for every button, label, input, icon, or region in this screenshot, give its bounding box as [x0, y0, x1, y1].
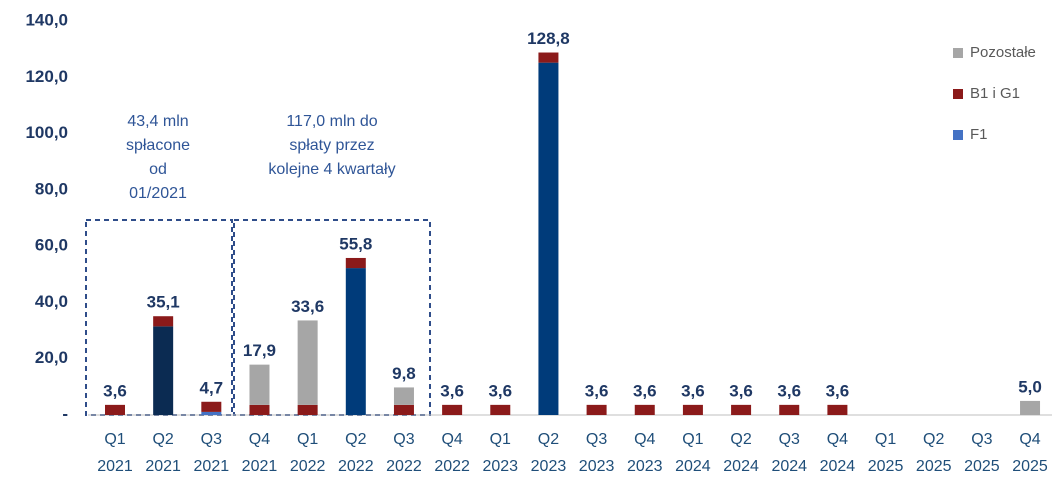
value-label: 33,6 [291, 297, 324, 316]
legend-label: F1 [970, 126, 988, 143]
bar-segment [201, 411, 222, 415]
x-tick-label: Q1 2025 [867, 431, 904, 475]
bar-segment [586, 404, 607, 415]
value-label: 3,6 [440, 381, 464, 400]
y-tick-label: 20,0 [35, 348, 68, 367]
legend-label: B1 i G1 [970, 85, 1020, 102]
y-tick-label: 80,0 [35, 179, 68, 198]
x-tick-label: Q3 2025 [964, 431, 1000, 475]
legend-swatch [953, 89, 963, 99]
y-tick-label: 40,0 [35, 292, 68, 311]
y-tick-label: 100,0 [25, 123, 68, 142]
value-label: 4,7 [199, 378, 223, 397]
x-tick-label: Q4 2025 [1012, 431, 1048, 475]
annotation-text: kolejne 4 kwartały [268, 161, 395, 178]
value-label: 5,0 [1018, 377, 1042, 396]
value-label: 35,1 [147, 293, 180, 312]
x-tick-label: Q3 2021 [193, 431, 230, 475]
value-label: 3,6 [681, 381, 705, 400]
value-label: 17,9 [243, 341, 276, 360]
value-label: 3,6 [729, 381, 753, 400]
y-tick-label: 120,0 [25, 67, 68, 86]
x-tick-label: Q4 2023 [626, 431, 663, 475]
value-label: 55,8 [339, 234, 372, 253]
bar-segment [490, 404, 511, 415]
legend-swatch [953, 48, 963, 58]
bar-segment [249, 364, 270, 405]
bar-segment [345, 257, 366, 269]
value-label: 3,6 [103, 381, 127, 400]
annotation-text: 01/2021 [129, 185, 187, 202]
x-tick-label: Q1 2022 [289, 431, 326, 475]
x-tick-label: Q4 2022 [434, 431, 470, 475]
value-label: 9,8 [392, 364, 416, 383]
bar-segment [779, 404, 800, 415]
x-tick-label: Q3 2024 [771, 431, 808, 475]
x-tick-label: Q3 2022 [386, 431, 422, 475]
x-tick-label: Q2 2023 [530, 431, 567, 475]
x-tick-label: Q4 2024 [819, 431, 856, 475]
bar-segment [393, 404, 414, 415]
legend-label: Pozostałe [970, 44, 1036, 61]
annotation-text: spłacone [126, 137, 190, 154]
bar-segment [393, 387, 414, 405]
value-label: 3,6 [488, 381, 512, 400]
bar-segment [105, 404, 125, 415]
value-label: 3,6 [585, 381, 609, 400]
x-tick-label: Q4 2021 [241, 431, 278, 475]
annotation-text: 117,0 mln do [286, 113, 377, 130]
x-tick-label: Q1 2024 [675, 431, 711, 475]
x-tick-label: Q2 2022 [338, 431, 374, 475]
y-tick-label: 140,0 [25, 10, 68, 29]
bar-segment [538, 62, 559, 415]
x-tick-label: Q2 2024 [723, 431, 759, 475]
y-tick-label: - [62, 404, 68, 423]
x-tick-label: Q3 2023 [578, 431, 615, 475]
bar-segment [153, 316, 174, 327]
bar-segment [153, 326, 174, 415]
legend-swatch [953, 130, 963, 140]
x-tick-label: Q1 2023 [482, 431, 519, 475]
value-label: 3,6 [777, 381, 801, 400]
bar-segment [827, 404, 848, 415]
annotation-text: 43,4 mln [127, 113, 188, 130]
x-tick-label: Q1 2021 [97, 431, 133, 475]
value-label: 3,6 [633, 381, 657, 400]
bar-segment [201, 401, 222, 412]
value-label: 128,8 [527, 29, 570, 48]
bar-segment [682, 404, 703, 415]
bar-segment [442, 404, 463, 415]
bar-segment [297, 404, 318, 415]
value-label: 3,6 [826, 381, 850, 400]
x-tick-label: Q2 2021 [145, 431, 181, 475]
annotation-text: spłaty przez [289, 137, 374, 154]
annotation-text: od [149, 161, 167, 178]
bar-segment [249, 404, 270, 415]
bar-segment [634, 404, 655, 415]
y-tick-label: 60,0 [35, 236, 68, 255]
bar-segment [1020, 400, 1041, 415]
bar-segment [297, 320, 318, 405]
bar-segment [731, 404, 752, 415]
bar-segment [345, 268, 366, 415]
bar-segment [538, 52, 559, 63]
x-tick-label: Q2 2025 [915, 431, 952, 475]
